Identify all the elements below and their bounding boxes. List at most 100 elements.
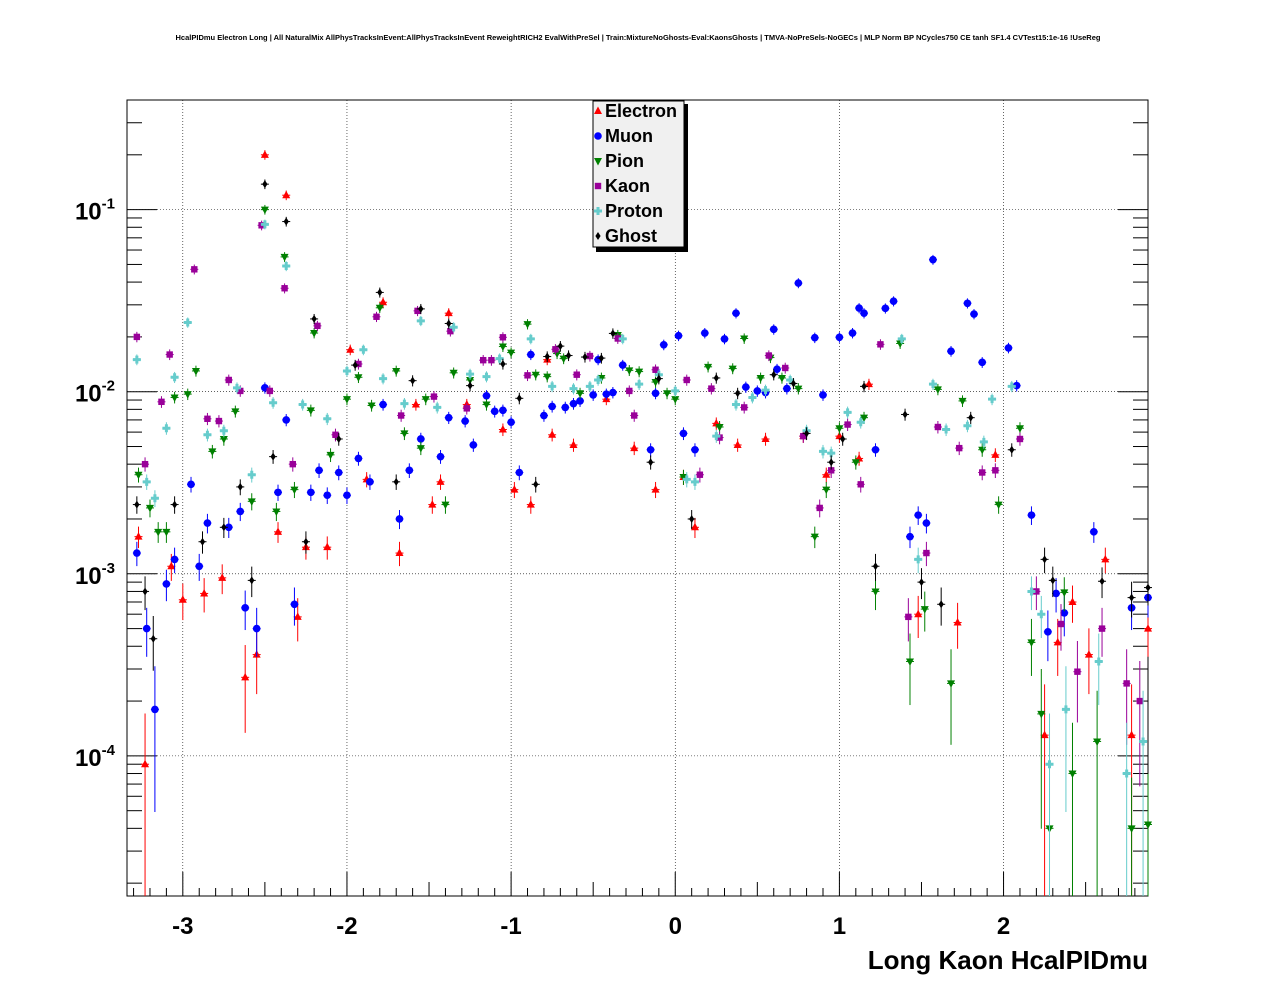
data-point-kaon (631, 412, 638, 419)
data-point-muon (618, 361, 627, 369)
data-point-pion (482, 401, 491, 410)
data-point-ghost (172, 500, 178, 509)
data-point-muon (482, 391, 491, 400)
data-point-proton (988, 395, 997, 404)
data-point-pion (1127, 825, 1136, 833)
data-point-kaon (1074, 668, 1081, 675)
data-point-pion (704, 363, 713, 372)
data-point-muon (720, 335, 729, 343)
data-point-muon (561, 403, 570, 412)
data-point-pion (635, 368, 644, 377)
data-point-pion (794, 385, 803, 394)
data-point-proton (1122, 769, 1131, 778)
data-point-muon (646, 445, 655, 454)
data-point-ghost (1145, 583, 1151, 592)
data-point-kaon (1098, 625, 1106, 632)
y-tick-label: 10-2 (75, 378, 115, 408)
data-point-kaon (215, 417, 223, 425)
data-point-muon (602, 390, 611, 398)
data-point-muon (290, 600, 299, 609)
data-point-muon (753, 387, 762, 395)
data-point-electron (498, 425, 507, 433)
data-point-pion (523, 321, 532, 329)
data-point-pion (671, 396, 680, 404)
data-point-ghost (735, 389, 741, 398)
data-point-kaon (934, 423, 942, 431)
data-point-muon (315, 466, 323, 475)
data-point-muon (151, 705, 159, 714)
data-point-ghost (918, 578, 925, 587)
data-point-proton (449, 323, 458, 332)
data-point-kaon (373, 313, 380, 320)
data-point-electron (436, 477, 445, 485)
data-point-proton (594, 375, 603, 384)
data-point-pion (342, 396, 351, 404)
data-point-pion (145, 504, 154, 513)
data-point-proton (298, 400, 307, 409)
data-point-kaon (1033, 588, 1040, 595)
data-point-electron (323, 542, 332, 551)
data-point-ghost (565, 351, 572, 360)
series-ghost (132, 179, 1152, 671)
data-point-electron (569, 440, 578, 448)
data-point-pion (400, 430, 409, 438)
data-point-proton (282, 262, 291, 271)
data-point-pion (851, 459, 860, 467)
data-point-ghost (262, 180, 268, 189)
data-point-pion (728, 365, 737, 374)
data-point-ghost (533, 480, 539, 489)
data-point-pion (933, 386, 942, 394)
data-point-muon (848, 329, 857, 337)
data-point-muon (548, 402, 556, 411)
data-point-kaon (397, 412, 405, 419)
data-point-pion (231, 408, 240, 416)
data-point-ghost (1050, 576, 1056, 585)
data-point-muon (170, 555, 179, 564)
y-tick-label: 10-4 (75, 742, 116, 772)
data-point-muon (395, 515, 404, 523)
data-point-pion (183, 391, 192, 399)
data-point-proton (400, 399, 409, 408)
data-point-muon (881, 304, 890, 313)
data-point-kaon (266, 387, 274, 395)
data-point-kaon (1136, 697, 1143, 705)
data-point-proton (170, 373, 179, 382)
data-point-muon (970, 310, 978, 318)
data-point-muon (732, 309, 740, 317)
data-point-pion (154, 528, 163, 537)
data-point-muon (405, 466, 414, 475)
data-point-muon (236, 507, 245, 516)
data-point-proton (466, 370, 475, 379)
legend-marker-muon (594, 132, 602, 140)
data-point-kaon (488, 356, 495, 364)
data-point-ghost (902, 410, 908, 419)
data-point-proton (585, 382, 594, 391)
data-point-ghost (150, 634, 156, 643)
data-point-proton (979, 437, 988, 446)
data-point-proton (219, 426, 228, 435)
data-point-electron (1040, 730, 1049, 739)
data-point-ghost (840, 434, 846, 443)
data-point-electron (1068, 597, 1077, 605)
data-point-electron (1101, 554, 1110, 563)
data-point-proton (635, 380, 644, 389)
data-point-pion (310, 330, 319, 338)
x-tick-label: -3 (172, 913, 193, 940)
data-point-pion (1068, 770, 1077, 779)
data-point-ghost (938, 600, 944, 609)
data-point-ghost (352, 361, 358, 370)
data-point-pion (354, 374, 363, 382)
data-point-muon (978, 358, 987, 367)
data-point-electron (282, 190, 291, 199)
data-point-proton (1139, 737, 1148, 746)
data-point-proton (526, 334, 535, 343)
data-point-pion (947, 680, 956, 688)
data-point-pion (1027, 639, 1036, 647)
data-point-ghost (516, 394, 522, 403)
data-point-muon (947, 347, 955, 355)
data-point-proton (682, 475, 691, 484)
data-point-proton (416, 316, 425, 325)
data-point-muon (162, 580, 171, 588)
data-point-muon (742, 383, 750, 391)
data-point-proton (433, 403, 442, 412)
